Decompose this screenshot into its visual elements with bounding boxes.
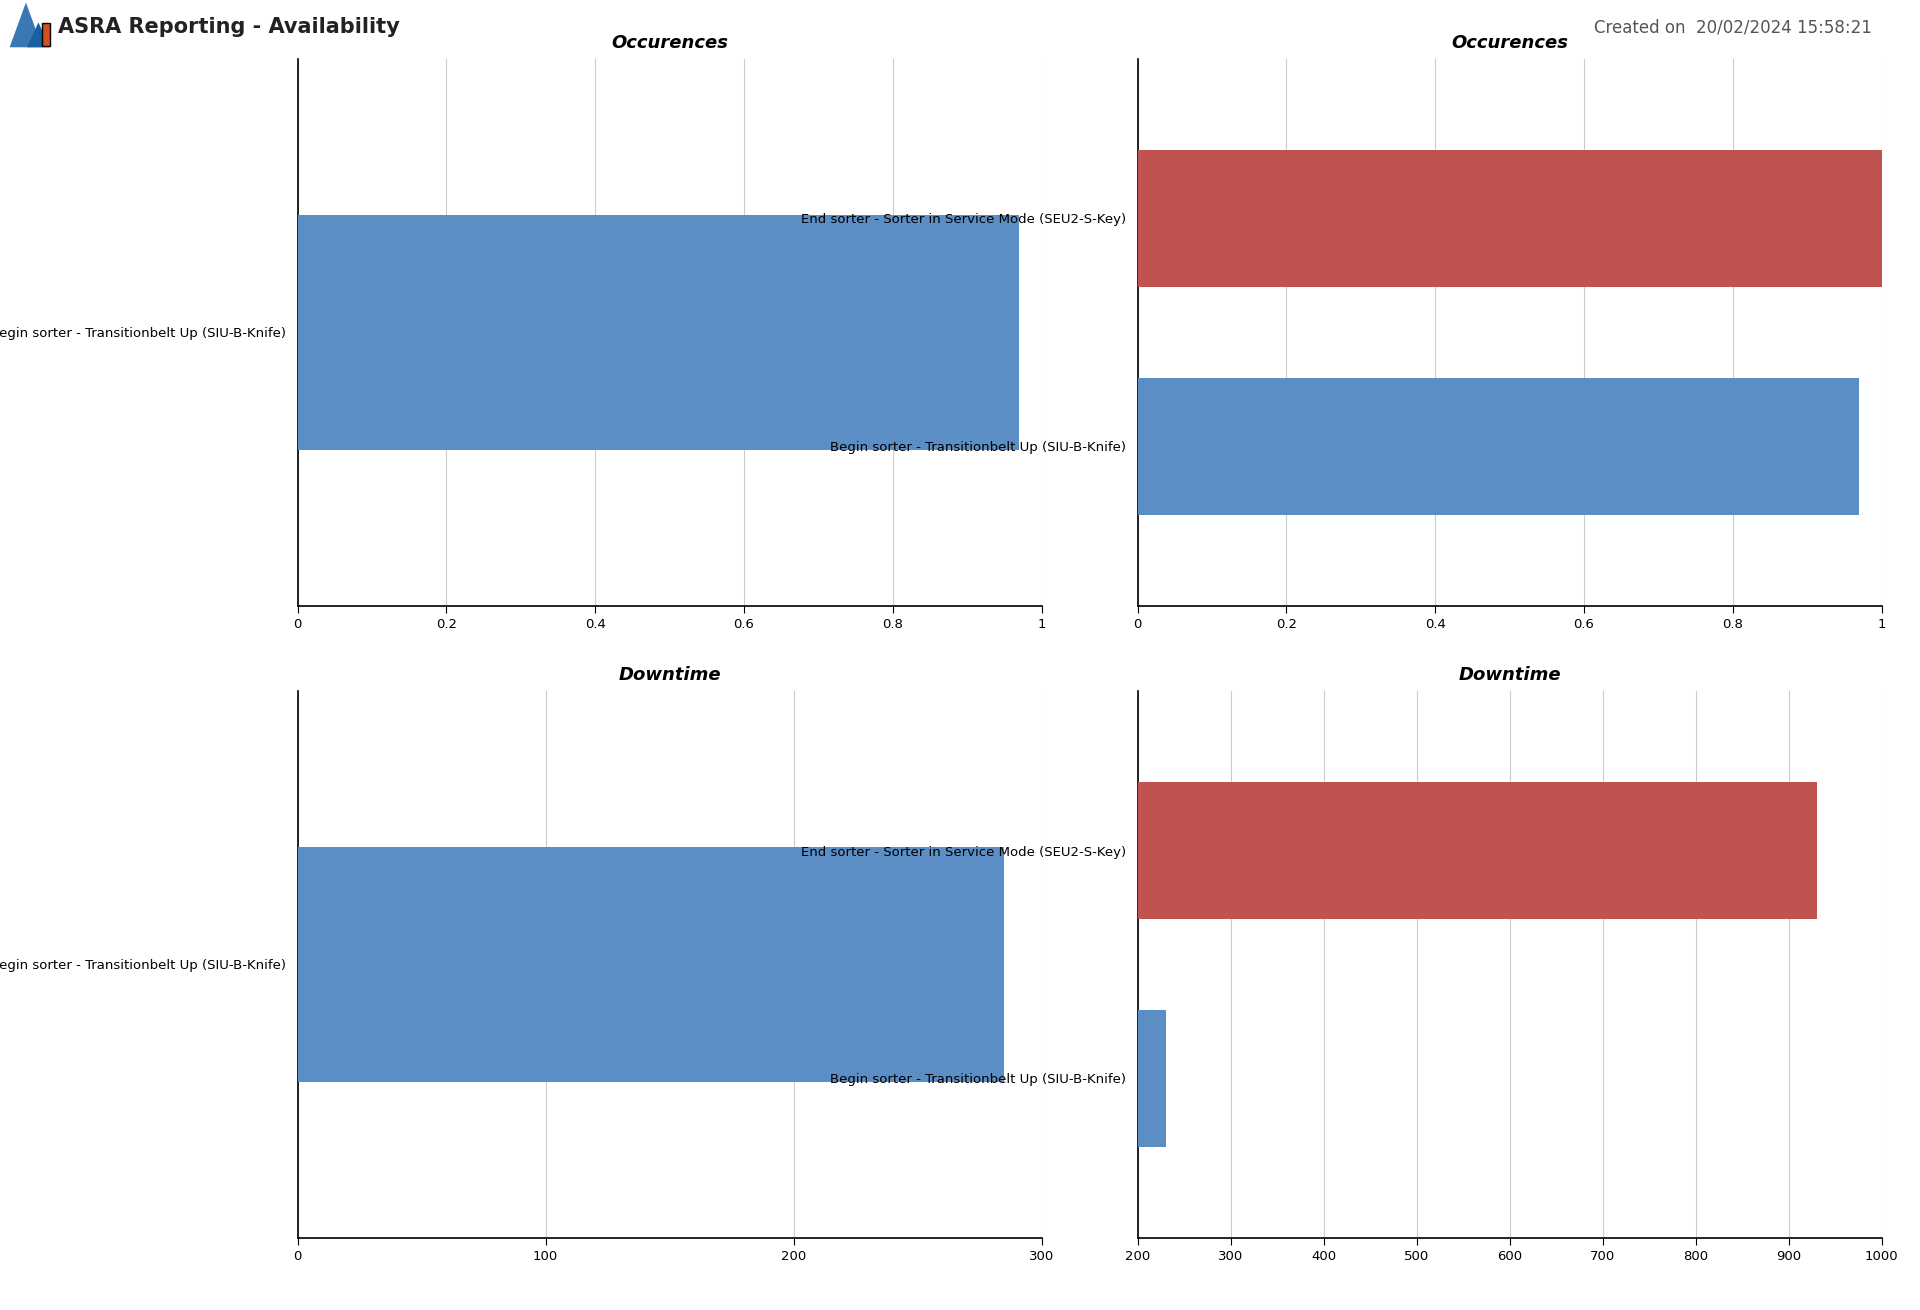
Bar	[952, 1010, 1165, 1146]
Text: ASRA Reporting - Availability: ASRA Reporting - Availability	[58, 17, 399, 38]
Bar	[952, 782, 1816, 918]
FancyBboxPatch shape	[42, 24, 50, 46]
Title: Downtime: Downtime	[1459, 665, 1561, 684]
Bar	[298, 215, 1020, 449]
Polygon shape	[10, 3, 42, 47]
Bar	[1137, 379, 1859, 515]
Text: Created on  20/02/2024 15:58:21: Created on 20/02/2024 15:58:21	[1594, 18, 1872, 37]
Title: Downtime: Downtime	[618, 665, 720, 684]
Bar	[298, 848, 1004, 1082]
Bar	[1137, 151, 1882, 287]
Title: Occurences: Occurences	[1452, 34, 1569, 52]
Title: Occurences: Occurences	[611, 34, 728, 52]
Polygon shape	[27, 22, 50, 47]
